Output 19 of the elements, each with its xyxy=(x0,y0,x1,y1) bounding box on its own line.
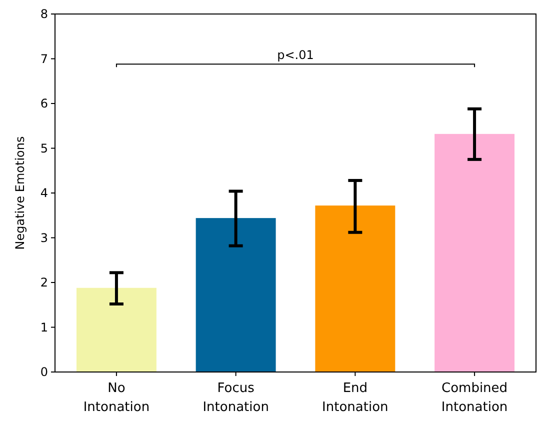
bar xyxy=(434,134,515,372)
y-tick-label: 3 xyxy=(40,230,48,245)
y-tick-label: 7 xyxy=(40,52,48,66)
y-tick-label: 0 xyxy=(40,365,48,380)
y-tick-label: 6 xyxy=(40,96,48,111)
y-tick-label: 8 xyxy=(40,7,48,22)
y-tick-label: 5 xyxy=(40,141,48,156)
bar xyxy=(196,218,276,372)
bar xyxy=(315,206,396,372)
y-tick-label: 4 xyxy=(40,186,48,200)
annotation: p<.01 xyxy=(277,48,314,62)
x-tick-label: End Intonation xyxy=(322,381,388,415)
bar xyxy=(76,288,156,372)
y-axis-title: Negative Emotions xyxy=(13,136,27,250)
x-tick-label: No Intonation xyxy=(83,381,150,415)
x-tick-label: Combined Intonation xyxy=(441,381,508,415)
y-tick-label: 1 xyxy=(40,320,48,334)
y-tick-label: 2 xyxy=(40,276,48,290)
x-tick-label: Focus Intonation xyxy=(202,381,269,415)
